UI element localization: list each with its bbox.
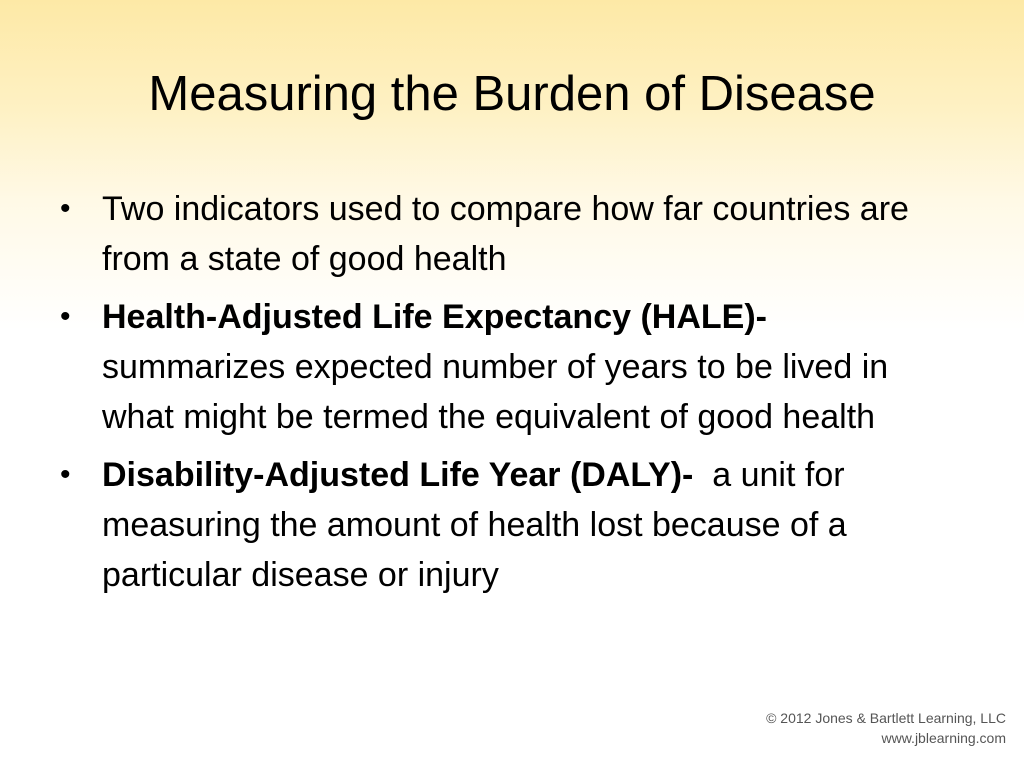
bullet-item: • Disability-Adjusted Life Year (DALY)- … <box>60 450 950 600</box>
slide-title: Measuring the Burden of Disease <box>148 67 876 121</box>
bullet-marker: • <box>60 300 71 333</box>
bullet-marker: • <box>60 192 71 225</box>
bullet-term: Disability-Adjusted Life Year (DALY)- <box>102 456 694 494</box>
bullet-list: • Two indicators used to compare how far… <box>60 184 950 608</box>
bullet-marker: • <box>60 458 71 491</box>
bullet-item: • Health-Adjusted Life Expectancy (HALE)… <box>60 292 950 442</box>
bullet-text: summarizes expected number of years to b… <box>102 348 889 436</box>
copyright-text: © 2012 Jones & Bartlett Learning, LLC <box>766 710 1006 726</box>
bullet-term: Health-Adjusted Life Expectancy (HALE)- <box>102 298 767 336</box>
copyright-notice: © 2012 Jones & Bartlett Learning, LLC ww… <box>766 708 1006 748</box>
bullet-text: a unit for measuring the amount of healt… <box>102 456 857 594</box>
website-text: www.jblearning.com <box>881 730 1007 746</box>
bullet-text: Two indicators used to compare how far c… <box>102 190 909 278</box>
bullet-item: • Two indicators used to compare how far… <box>60 184 950 284</box>
